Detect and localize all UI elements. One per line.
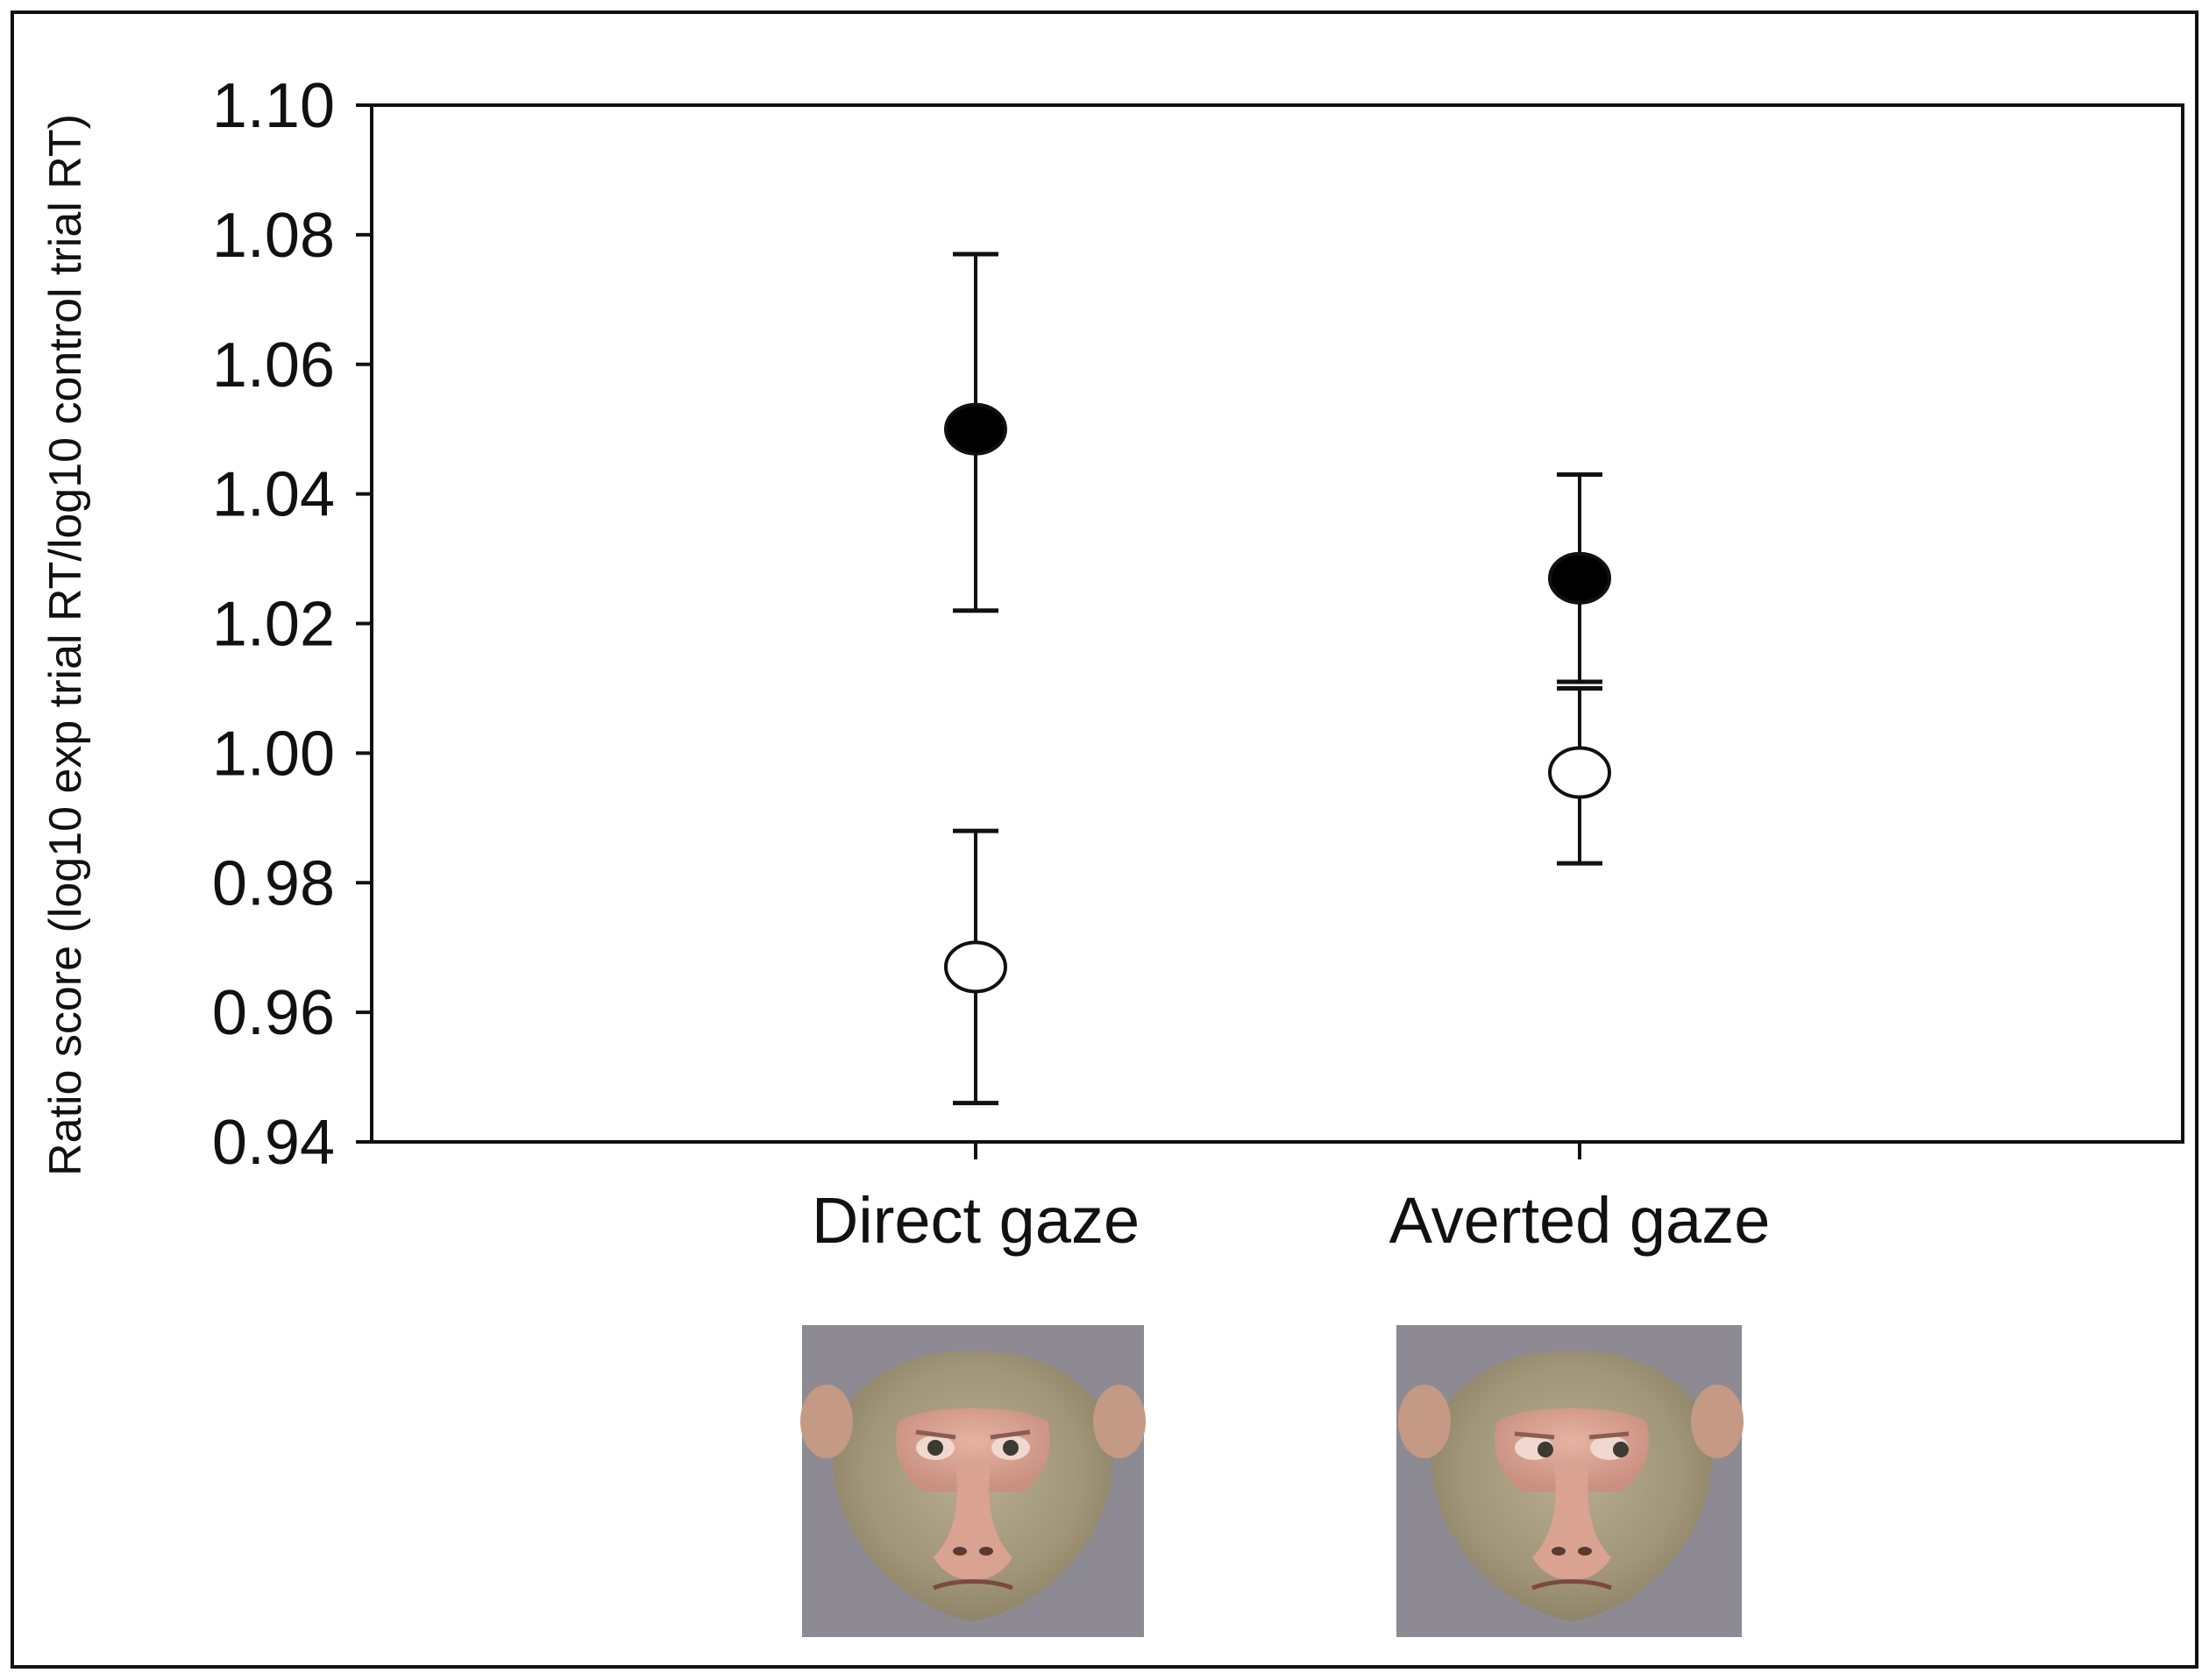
data-marks: [944, 252, 1611, 1106]
y-tick-label: 1.00: [212, 719, 335, 789]
y-tick-label: 1.08: [212, 201, 335, 271]
monkey-face-direct-gaze-icon: [800, 1325, 1146, 1637]
y-tick-label: 1.04: [212, 460, 335, 530]
y-axis-title: Ratio score (log10 exp trial RT/log10 co…: [40, 114, 91, 1176]
y-tick-label: 1.06: [212, 330, 335, 401]
y-axis-ticks: 0.94 0.96 0.98 1.00 1.02 1.04 1.06 1.08 1.10: [212, 71, 372, 1178]
x-tick-label-direct-gaze: Direct gaze: [812, 1184, 1140, 1257]
y-tick-label: 0.94: [212, 1108, 335, 1178]
x-axis-ticks: [974, 1142, 1581, 1159]
monkey-face-averted-gaze-icon: [1396, 1325, 1744, 1637]
y-tick-label: 0.96: [212, 978, 335, 1048]
data-point-open: [1548, 746, 1611, 799]
x-tick-label-averted-gaze: Averted gaze: [1389, 1184, 1771, 1257]
y-tick-label: 0.98: [212, 848, 335, 918]
y-tick-label: 1.10: [212, 71, 335, 141]
data-point-filled: [944, 402, 1007, 456]
data-point-filled: [1548, 551, 1611, 605]
y-tick-label: 1.02: [212, 590, 335, 660]
data-point-open: [944, 940, 1007, 994]
